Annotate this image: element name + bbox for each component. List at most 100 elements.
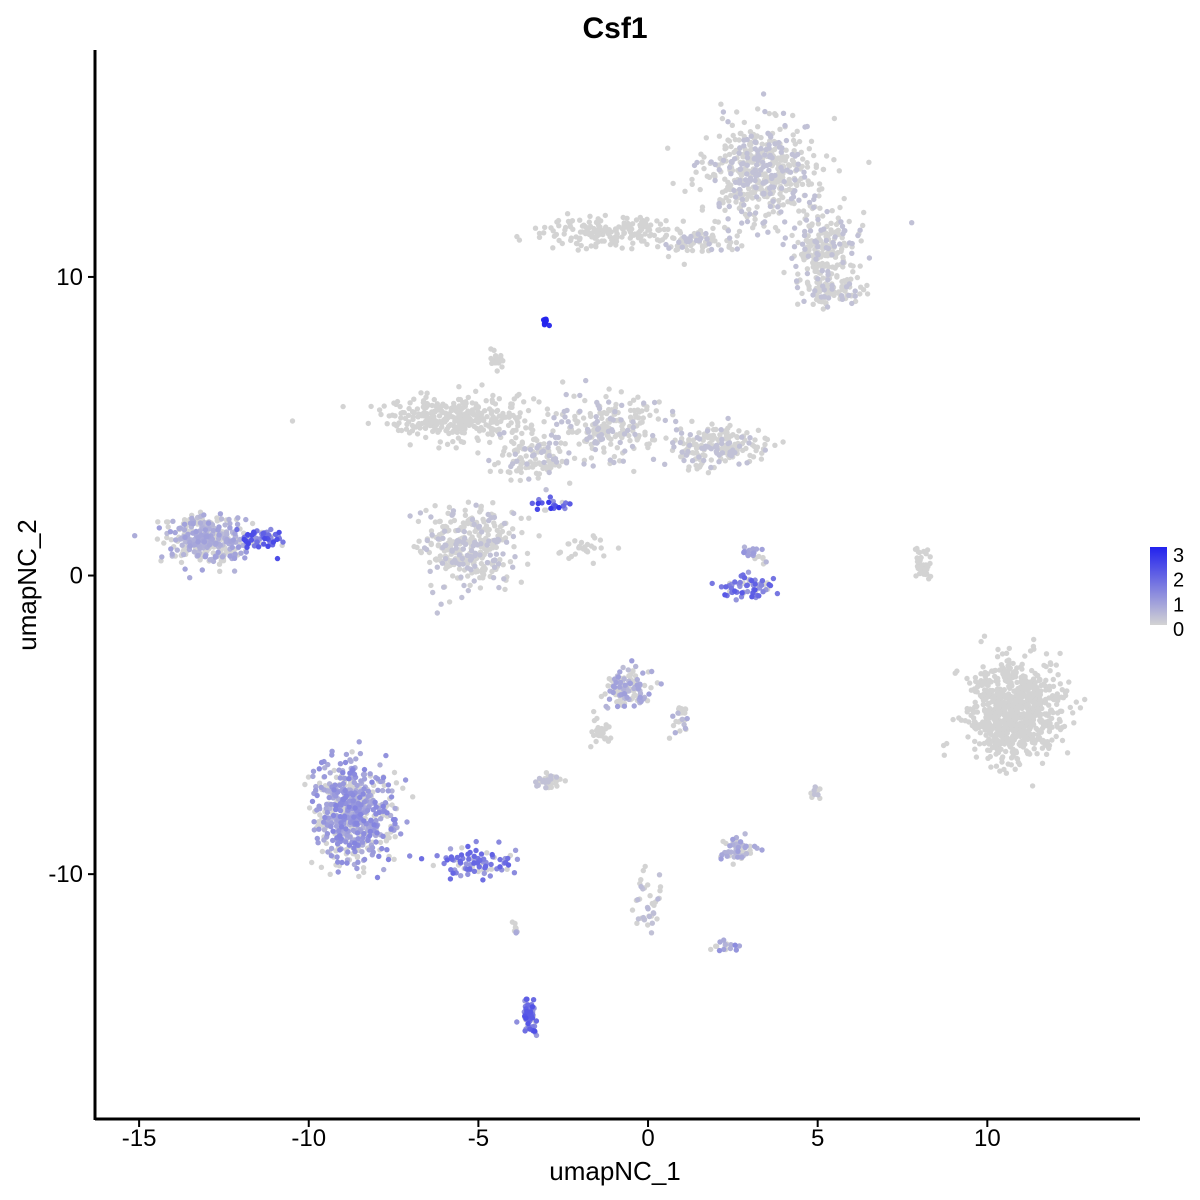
cell-point bbox=[744, 218, 751, 225]
cell-point bbox=[237, 536, 243, 543]
cell-point bbox=[732, 942, 738, 948]
cell-point bbox=[367, 828, 373, 835]
cell-point bbox=[993, 743, 999, 749]
cell-point bbox=[739, 590, 745, 596]
cell-point bbox=[548, 505, 554, 512]
cell-point bbox=[594, 232, 600, 239]
cell-point bbox=[203, 534, 209, 540]
cell-point bbox=[436, 413, 443, 419]
cell-point bbox=[350, 792, 356, 798]
cell-point bbox=[824, 208, 830, 215]
cell-point bbox=[982, 696, 988, 703]
cell-point bbox=[722, 592, 728, 598]
cell-point bbox=[772, 172, 778, 179]
cell-point bbox=[432, 503, 438, 509]
cell-point bbox=[165, 524, 171, 530]
cell-point bbox=[324, 801, 330, 807]
cell-point bbox=[731, 187, 737, 194]
cell-point bbox=[590, 463, 596, 469]
cell-point bbox=[829, 252, 835, 258]
cell-point bbox=[530, 997, 537, 1003]
cell-point bbox=[418, 390, 424, 396]
cell-point bbox=[536, 234, 543, 240]
cell-point bbox=[738, 130, 744, 136]
cell-point bbox=[762, 435, 768, 441]
cell-point bbox=[631, 703, 637, 709]
cell-point bbox=[210, 558, 217, 565]
cell-point bbox=[553, 411, 559, 417]
cell-point bbox=[482, 863, 489, 869]
cell-point bbox=[610, 689, 616, 696]
cell-point bbox=[467, 557, 474, 563]
cell-point bbox=[743, 851, 750, 857]
cell-point bbox=[654, 916, 660, 922]
cell-point bbox=[230, 537, 237, 543]
cell-point bbox=[638, 698, 644, 705]
cell-point bbox=[831, 157, 837, 163]
cell-point bbox=[746, 186, 752, 192]
cell-point bbox=[733, 597, 739, 603]
cell-point bbox=[1032, 740, 1038, 746]
cell-point bbox=[440, 535, 446, 541]
cell-point bbox=[448, 854, 455, 860]
cell-point bbox=[1023, 719, 1030, 725]
cell-point bbox=[983, 732, 989, 738]
cell-point bbox=[216, 532, 222, 538]
cell-point bbox=[637, 228, 643, 234]
cell-point bbox=[818, 294, 825, 300]
cell-point bbox=[550, 428, 556, 434]
cell-point bbox=[1031, 636, 1037, 643]
cell-point bbox=[517, 477, 523, 484]
cell-point bbox=[546, 322, 552, 329]
cell-point bbox=[760, 91, 767, 97]
cell-point bbox=[522, 1028, 528, 1034]
cell-point bbox=[679, 716, 685, 722]
cell-point bbox=[591, 225, 597, 232]
cell-point bbox=[357, 750, 364, 757]
cell-point bbox=[1070, 710, 1076, 716]
cell-point bbox=[682, 706, 689, 712]
cell-point bbox=[678, 430, 685, 436]
cell-point bbox=[1047, 660, 1054, 666]
cell-point bbox=[572, 538, 578, 544]
cell-point bbox=[582, 397, 588, 404]
cell-point bbox=[325, 761, 331, 768]
cell-point bbox=[781, 178, 787, 185]
cell-point bbox=[941, 752, 947, 758]
cell-point bbox=[688, 242, 694, 249]
cell-point bbox=[481, 537, 487, 543]
cell-point bbox=[420, 404, 427, 410]
cell-point bbox=[369, 845, 376, 851]
cell-point bbox=[514, 856, 521, 862]
cell-point bbox=[260, 530, 266, 537]
cell-point bbox=[718, 101, 724, 107]
cell-point bbox=[501, 576, 507, 582]
cell-point bbox=[328, 845, 335, 852]
cell-point bbox=[666, 735, 673, 741]
cell-point bbox=[489, 397, 495, 403]
cell-point bbox=[621, 220, 627, 226]
cell-point bbox=[697, 464, 703, 470]
cell-point bbox=[311, 827, 317, 833]
cell-point bbox=[463, 419, 469, 425]
cell-point bbox=[195, 535, 201, 541]
cell-point bbox=[854, 274, 861, 281]
cell-point bbox=[499, 364, 505, 370]
cell-point bbox=[783, 147, 789, 153]
cell-point bbox=[490, 419, 496, 425]
cell-point bbox=[627, 400, 633, 407]
cell-point bbox=[506, 452, 512, 458]
cell-point bbox=[603, 393, 609, 400]
cell-point bbox=[471, 521, 477, 528]
cell-point bbox=[687, 432, 693, 438]
cell-point bbox=[640, 415, 646, 421]
cell-point bbox=[553, 231, 560, 238]
cell-point bbox=[546, 440, 553, 446]
cell-point bbox=[376, 407, 383, 413]
cell-point bbox=[581, 461, 587, 467]
cell-point bbox=[536, 230, 543, 237]
cell-point bbox=[760, 555, 766, 562]
cell-point bbox=[518, 515, 524, 521]
cell-point bbox=[627, 680, 633, 686]
cell-point bbox=[817, 288, 823, 295]
